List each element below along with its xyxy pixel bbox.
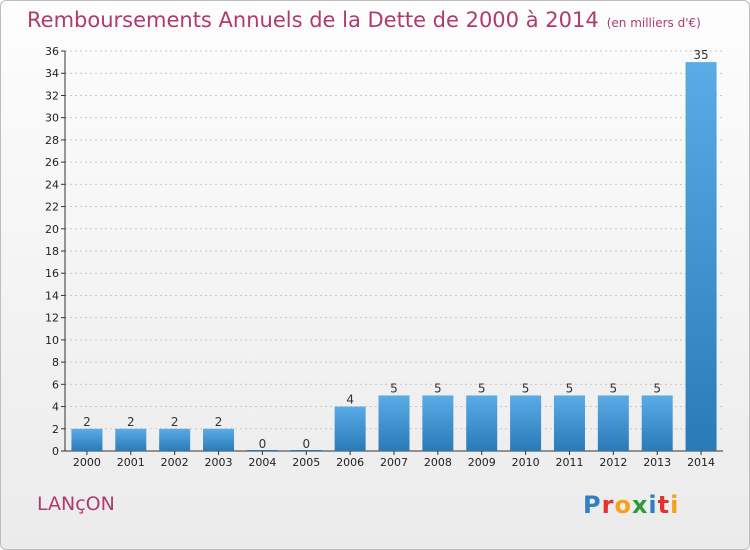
x-tick-label: 2005	[292, 456, 320, 469]
bar-value-label: 4	[346, 393, 354, 407]
bar	[553, 395, 585, 451]
chart-title: Remboursements Annuels de la Dette de 20…	[27, 8, 701, 32]
bar	[334, 406, 366, 451]
title-unit: (en milliers d'€)	[606, 16, 701, 30]
bar	[290, 450, 322, 451]
y-tick-label: 36	[45, 45, 59, 58]
bar	[466, 395, 498, 451]
bar-value-label: 5	[610, 381, 618, 395]
proxiti-logo: Proxiti	[583, 491, 679, 519]
x-tick-label: 2002	[161, 456, 189, 469]
y-tick-label: 28	[45, 134, 59, 147]
bar-value-label: 35	[693, 48, 708, 62]
bar	[597, 395, 629, 451]
bar	[115, 428, 147, 451]
x-tick-label: 2014	[687, 456, 715, 469]
bar	[203, 428, 235, 451]
y-tick-label: 12	[45, 312, 59, 325]
logo-letter: i	[648, 491, 658, 519]
bar	[685, 62, 717, 451]
bar-value-label: 2	[215, 415, 223, 429]
y-tick-label: 4	[52, 401, 59, 414]
y-tick-label: 18	[45, 245, 59, 258]
x-tick-label: 2010	[512, 456, 540, 469]
title-main: Remboursements Annuels de la Dette de 20…	[27, 8, 599, 32]
bar-value-label: 5	[566, 381, 574, 395]
y-tick-label: 14	[45, 289, 59, 302]
bar-value-label: 2	[83, 415, 91, 429]
bar-value-label: 5	[434, 381, 442, 395]
bar	[71, 428, 103, 451]
x-tick-label: 2006	[336, 456, 364, 469]
logo-letter: i	[670, 491, 680, 519]
y-tick-label: 20	[45, 223, 59, 236]
bar	[246, 450, 278, 451]
bar	[510, 395, 542, 451]
bar-value-label: 2	[127, 415, 135, 429]
y-tick-label: 26	[45, 156, 59, 169]
bar-value-label: 5	[653, 381, 661, 395]
y-tick-label: 24	[45, 178, 59, 191]
x-tick-label: 2001	[117, 456, 145, 469]
y-tick-label: 6	[52, 378, 59, 391]
logo-letter: t	[657, 491, 671, 519]
x-tick-label: 2013	[643, 456, 671, 469]
bar-value-label: 0	[259, 437, 267, 451]
y-tick-label: 30	[45, 112, 59, 125]
bar-value-label: 5	[522, 381, 530, 395]
x-tick-label: 2004	[248, 456, 276, 469]
y-tick-label: 8	[52, 356, 59, 369]
x-tick-label: 2008	[424, 456, 452, 469]
y-tick-label: 32	[45, 89, 59, 102]
y-tick-label: 10	[45, 334, 59, 347]
bar	[641, 395, 673, 451]
y-tick-label: 0	[52, 445, 59, 458]
bar-value-label: 5	[478, 381, 486, 395]
bar	[159, 428, 191, 451]
commune-name: LANçON	[37, 493, 115, 515]
x-tick-label: 2007	[380, 456, 408, 469]
y-tick-label: 16	[45, 267, 59, 280]
bar	[378, 395, 410, 451]
x-tick-label: 2011	[555, 456, 583, 469]
logo-letter: r	[601, 491, 615, 519]
y-tick-label: 2	[52, 423, 59, 436]
bar-value-label: 2	[171, 415, 179, 429]
bar	[422, 395, 454, 451]
x-tick-label: 2009	[468, 456, 496, 469]
y-tick-label: 22	[45, 201, 59, 214]
logo-letter: x	[631, 491, 649, 519]
x-tick-label: 2003	[205, 456, 233, 469]
bar-value-label: 5	[390, 381, 398, 395]
logo-letter: o	[614, 491, 632, 519]
x-tick-label: 2000	[73, 456, 101, 469]
logo-letter: P	[583, 491, 602, 519]
bar-value-label: 0	[302, 437, 310, 451]
y-tick-label: 34	[45, 67, 59, 80]
x-tick-label: 2012	[599, 456, 627, 469]
